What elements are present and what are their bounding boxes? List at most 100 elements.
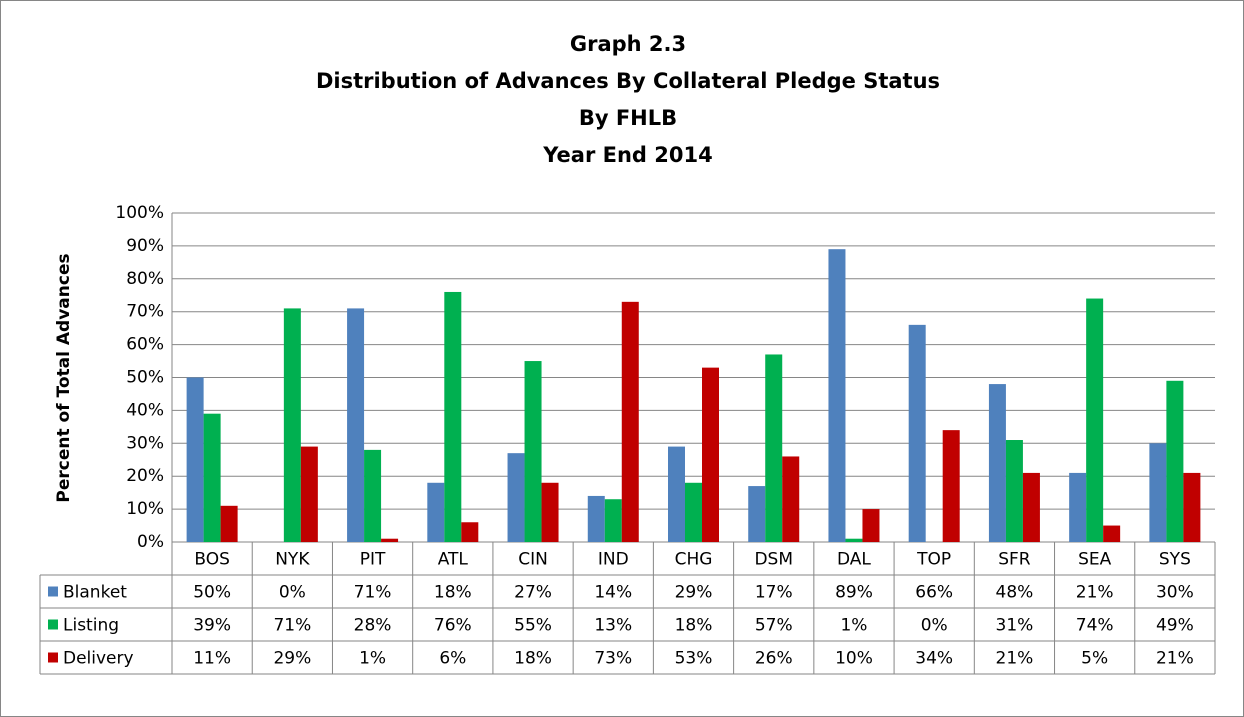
y-tick-label: 100% <box>115 203 164 223</box>
table-cell: 26% <box>755 649 793 669</box>
legend-label: Listing <box>63 616 119 636</box>
table-cell: 1% <box>359 649 386 669</box>
table-cell: 49% <box>1156 616 1194 636</box>
x-tick-label: SYS <box>1159 550 1191 570</box>
bar <box>507 453 525 542</box>
bar <box>1103 525 1121 542</box>
x-tick-label: CHG <box>675 550 713 570</box>
table-cell: 11% <box>193 649 231 669</box>
bar <box>186 377 204 542</box>
x-tick-label: SEA <box>1078 550 1112 570</box>
y-tick-label: 80% <box>126 269 164 289</box>
bar <box>300 446 318 542</box>
bar <box>1183 472 1201 542</box>
bar <box>668 446 685 542</box>
table-cell: 53% <box>675 649 713 669</box>
x-tick-label: TOP <box>916 550 951 570</box>
legend-swatch <box>48 652 58 663</box>
y-tick-label: 60% <box>126 335 164 355</box>
bar <box>444 291 462 542</box>
table-cell: 21% <box>1156 649 1194 669</box>
bar <box>845 538 863 542</box>
bar <box>1166 380 1184 542</box>
table-cell: 27% <box>514 583 552 603</box>
x-tick-label: DSM <box>754 550 793 570</box>
table-cell: 6% <box>439 649 466 669</box>
chart-title: Graph 2.3 <box>570 32 686 56</box>
table-cell: 14% <box>594 583 632 603</box>
table-cell: 34% <box>915 649 953 669</box>
y-tick-label: 20% <box>126 466 164 486</box>
bar <box>862 509 880 542</box>
y-tick-label: 50% <box>126 368 164 388</box>
y-tick-label: 70% <box>126 302 164 322</box>
table-cell: 71% <box>354 583 392 603</box>
table-cell: 18% <box>675 616 713 636</box>
table-cell: 57% <box>755 616 793 636</box>
bar <box>1149 443 1167 542</box>
bar <box>782 456 800 542</box>
table-cell: 17% <box>755 583 793 603</box>
table-cell: 66% <box>915 583 953 603</box>
bar <box>524 361 542 542</box>
table-cell: 29% <box>273 649 311 669</box>
x-tick-label: CIN <box>518 550 548 570</box>
bar <box>347 308 365 542</box>
table-cell: 10% <box>835 649 873 669</box>
table-cell: 71% <box>273 616 311 636</box>
bar <box>748 486 766 542</box>
legend-label: Blanket <box>63 583 127 603</box>
table-cell: 5% <box>1081 649 1108 669</box>
table-cell: 21% <box>996 649 1034 669</box>
bar <box>203 413 221 542</box>
table-cell: 76% <box>434 616 472 636</box>
legend-label: Delivery <box>63 649 134 669</box>
bar <box>381 538 399 542</box>
x-tick-label: ATL <box>438 550 469 570</box>
table-cell: 18% <box>514 649 552 669</box>
bar <box>283 308 301 542</box>
y-axis-label: Percent of Total Advances <box>54 253 74 502</box>
bar <box>587 495 605 542</box>
chart-title: Year End 2014 <box>542 143 712 167</box>
x-tick-label: NYK <box>275 550 310 570</box>
x-tick-label: PIT <box>360 550 386 570</box>
bar <box>364 449 382 542</box>
legend-swatch <box>48 619 58 630</box>
bar <box>541 482 559 542</box>
bar <box>1005 440 1023 542</box>
chart-title: Distribution of Advances By Collateral P… <box>316 69 940 93</box>
table-cell: 18% <box>434 583 472 603</box>
x-tick-label: SFR <box>998 550 1031 570</box>
table-cell: 39% <box>193 616 231 636</box>
table-cell: 55% <box>514 616 552 636</box>
y-tick-label: 0% <box>137 532 164 552</box>
bar <box>908 324 926 542</box>
table-cell: 21% <box>1076 583 1114 603</box>
bar <box>604 499 622 542</box>
table-cell: 0% <box>279 583 306 603</box>
bar <box>765 354 783 542</box>
bar <box>1022 472 1040 542</box>
table-cell: 74% <box>1076 616 1114 636</box>
x-tick-label: BOS <box>194 550 230 570</box>
table-cell: 89% <box>835 583 873 603</box>
bar <box>461 522 479 542</box>
bar <box>621 301 639 542</box>
bar <box>942 430 960 542</box>
y-tick-label: 90% <box>126 236 164 256</box>
y-tick-label: 40% <box>126 400 164 420</box>
x-tick-label: DAL <box>837 550 871 570</box>
bar <box>988 384 1006 542</box>
bar <box>220 505 238 542</box>
table-cell: 50% <box>193 583 231 603</box>
table-cell: 28% <box>354 616 392 636</box>
table-cell: 29% <box>675 583 713 603</box>
table-cell: 1% <box>840 616 867 636</box>
bar <box>1069 472 1087 542</box>
bar <box>702 367 719 542</box>
y-tick-label: 30% <box>126 433 164 453</box>
table-cell: 13% <box>594 616 632 636</box>
table-cell: 30% <box>1156 583 1194 603</box>
